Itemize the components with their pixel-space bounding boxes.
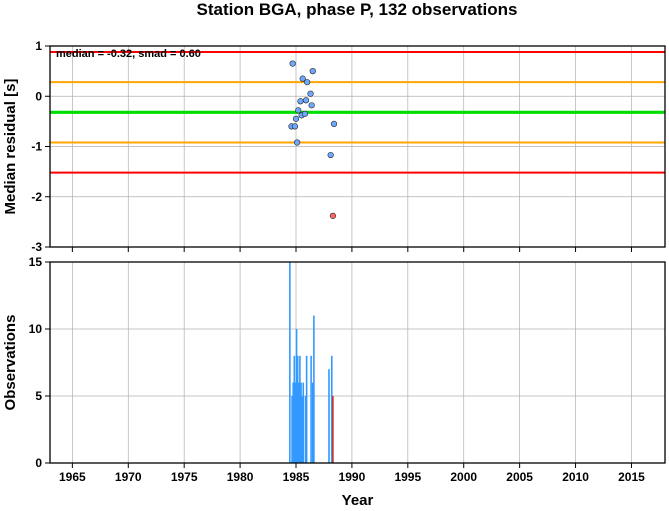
observation-bars <box>289 262 334 463</box>
residual-grid <box>50 45 665 248</box>
residual-panel: 1 0 -1 -2 -3 median = -0.32, smad = 0.60 Med… <box>2 39 666 254</box>
observation-bar <box>294 382 297 463</box>
residual-point <box>289 60 296 67</box>
residual-point <box>327 151 334 159</box>
x-tick-label: 1990 <box>339 470 366 484</box>
residual-y-tick-label: -2 <box>31 190 42 204</box>
residual-point <box>299 75 306 82</box>
x-tick-label: 2005 <box>506 470 533 484</box>
residual-y-tick-label: 1 <box>35 39 42 53</box>
observation-bar <box>295 329 298 463</box>
x-tick-label: 2000 <box>450 470 477 484</box>
observation-bar <box>300 382 302 463</box>
x-tick-label: 1980 <box>227 470 254 484</box>
residual-point <box>294 139 301 146</box>
x-axis-label: Year <box>342 492 374 509</box>
observation-bar <box>332 396 334 463</box>
x-tick-label: 1985 <box>283 470 310 484</box>
residual-point <box>291 123 298 130</box>
median-smad-annotation: median = -0.32, smad = 0.60 <box>56 48 201 60</box>
x-tick-label: 2010 <box>562 470 589 484</box>
observations-y-tick-label: 5 <box>35 389 42 403</box>
observations-y-tick-label: 15 <box>29 255 43 269</box>
observations-grid <box>50 261 665 464</box>
observation-bar <box>310 355 312 463</box>
residual-point <box>301 110 309 117</box>
observation-bar <box>304 396 307 463</box>
residual-points <box>288 60 338 219</box>
observation-bar <box>305 355 308 463</box>
residual-y-axis-label: Median residual [s] <box>2 79 19 215</box>
observations-panel: 1965 1970 1975 1980 1985 1990 1995 2000 2005 2010… <box>2 255 666 509</box>
residual-point <box>308 102 315 109</box>
residual-point <box>309 68 316 75</box>
observation-bar <box>291 396 293 463</box>
observations-y-tick-label: 10 <box>29 322 43 336</box>
observation-bar <box>301 396 303 463</box>
x-tick-label: 1995 <box>394 470 421 484</box>
x-tick-label: 2015 <box>618 470 645 484</box>
residual-point <box>297 98 304 105</box>
outlier-point <box>329 212 337 219</box>
observation-bar <box>292 382 295 463</box>
observation-bar <box>293 355 296 463</box>
residual-point <box>307 90 314 97</box>
observation-bar <box>299 355 301 463</box>
observations-axis-ticks: 1965 1970 1975 1980 1985 1990 1995 2000 2005 2010… <box>29 255 645 484</box>
observation-bar <box>313 315 315 463</box>
x-tick-label: 1965 <box>59 470 86 484</box>
chart-title: Station BGA, phase P, 132 observations <box>197 0 518 19</box>
residual-point <box>302 97 310 104</box>
residual-y-tick-label: -3 <box>31 240 42 254</box>
observation-bar <box>328 369 330 463</box>
residual-y-tick-label: 0 <box>35 89 42 103</box>
observations-y-axis-label: Observations <box>2 315 19 411</box>
observations-panel-frame <box>49 261 666 464</box>
x-tick-label: 1970 <box>115 470 142 484</box>
residual-point <box>330 120 338 127</box>
observation-bar <box>296 355 299 463</box>
residual-reference-lines <box>50 51 665 174</box>
residual-axis-ticks: 1 0 -1 -2 -3 <box>31 39 632 254</box>
residual-point <box>304 79 311 86</box>
observation-bar <box>289 262 291 463</box>
observation-bar <box>297 382 300 463</box>
residual-point <box>295 107 302 114</box>
residual-point <box>292 115 300 122</box>
observation-bar <box>311 382 314 463</box>
residual-y-tick-label: -1 <box>31 140 42 154</box>
observation-bar <box>330 355 333 463</box>
x-tick-label: 1975 <box>171 470 198 484</box>
observations-y-tick-label: 0 <box>35 456 42 470</box>
observation-bar <box>302 382 305 463</box>
